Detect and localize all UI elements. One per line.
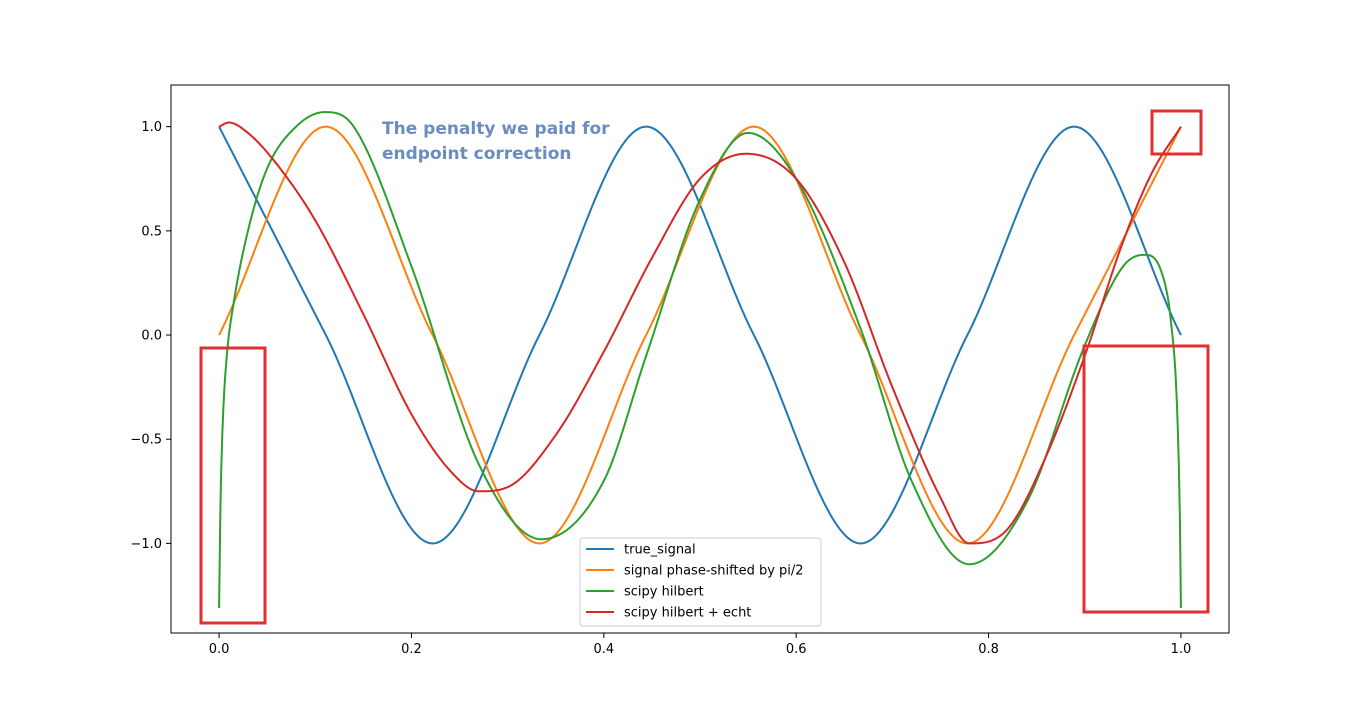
y-tick-label: 0.5 [141,224,162,239]
legend-frame [579,537,822,627]
x-tick-label: 0.4 [593,642,614,657]
series-line-1 [218,125,1182,545]
x-tick-label: 0.8 [978,642,999,657]
plot-frame [170,84,1230,634]
annotation-line-1: The penalty we paid for [382,119,610,139]
x-tick-label: 0.6 [786,642,807,657]
y-tick-label: 1.0 [141,120,162,135]
x-axis: 0.0 0.2 0.4 0.6 0.8 1.0 [209,633,1192,657]
series-line-2 [218,111,1182,609]
y-tick-label: −1.0 [130,537,162,552]
series-line-3 [218,121,1182,545]
highlight-box-3 [1150,109,1203,156]
annotation-line-2: endpoint correction [382,144,572,164]
annotation-text: The penalty we paid for endpoint correct… [382,119,615,164]
plot-lines [218,111,1182,609]
legend-label-2: scipy hilbert [624,585,704,600]
x-tick-label: 1.0 [1171,642,1192,657]
x-tick-label: 0.2 [401,642,422,657]
legend-label-3: scipy hilbert + echt [624,606,751,621]
y-axis: 1.0 0.5 0.0 −0.5 −1.0 [130,120,171,552]
legend-label-0: true_signal [624,543,696,558]
y-tick-label: 0.0 [141,329,162,344]
x-tick-label: 0.0 [209,642,230,657]
legend-label-1: signal phase-shifted by pi/2 [624,564,804,579]
y-tick-label: −0.5 [130,433,162,448]
highlight-box-1 [199,346,267,625]
highlight-box-2 [1082,344,1210,614]
highlight-boxes [199,109,1210,625]
